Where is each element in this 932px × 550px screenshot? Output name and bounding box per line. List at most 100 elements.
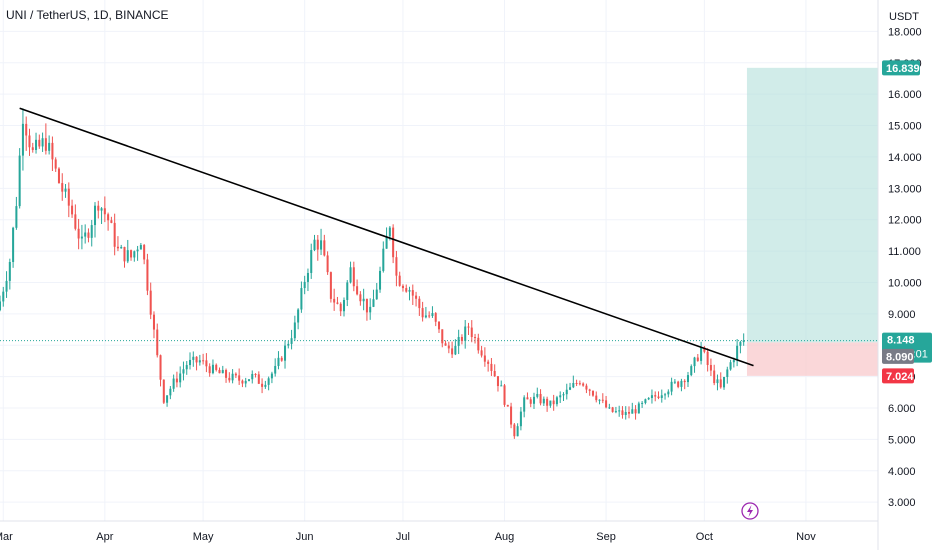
candle-body xyxy=(179,373,182,383)
candle xyxy=(572,375,575,389)
candle xyxy=(152,311,155,339)
candle xyxy=(221,365,224,374)
candle-body xyxy=(434,313,437,322)
candle-body xyxy=(552,400,555,405)
candle xyxy=(647,397,650,401)
candle xyxy=(356,279,359,296)
candle xyxy=(41,132,44,152)
candle xyxy=(31,142,34,153)
candle xyxy=(700,341,703,365)
candle xyxy=(208,363,211,377)
candle xyxy=(421,301,424,322)
y-tick-label: 11.000 xyxy=(888,246,921,258)
candle xyxy=(87,228,90,243)
candle xyxy=(113,213,116,256)
candle-body xyxy=(290,338,293,344)
candle-body xyxy=(126,250,129,262)
candle-body xyxy=(428,315,431,317)
candle-body xyxy=(238,375,241,381)
flash-icon[interactable] xyxy=(741,502,759,520)
currency-selector[interactable]: USDT xyxy=(889,11,919,23)
candle xyxy=(44,123,47,155)
candle-body xyxy=(578,383,581,385)
candle-body xyxy=(637,403,640,414)
candle xyxy=(215,363,218,372)
trendline[interactable] xyxy=(19,107,754,367)
candle-body xyxy=(74,214,77,229)
candle xyxy=(398,271,401,287)
candle-body xyxy=(349,267,352,283)
candle xyxy=(175,371,178,388)
candle-body xyxy=(706,351,709,366)
x-tick-label: Jul xyxy=(396,531,410,543)
candle xyxy=(706,348,709,372)
candle-body xyxy=(608,407,611,409)
candle xyxy=(650,389,653,404)
candle-body xyxy=(693,357,696,367)
candle xyxy=(621,406,624,419)
candle xyxy=(71,199,74,218)
candle xyxy=(382,241,385,273)
candle xyxy=(251,370,254,384)
price-axis[interactable]: 3.0004.0005.0006.0007.0008.0009.00010.00… xyxy=(888,26,922,509)
candle xyxy=(195,356,198,371)
y-tick-label: 14.000 xyxy=(888,152,922,164)
candle-body xyxy=(716,379,719,384)
candle-body xyxy=(405,288,408,292)
candle-body xyxy=(2,291,5,302)
candle-body xyxy=(205,360,208,367)
candle xyxy=(247,379,251,382)
candle xyxy=(284,340,287,369)
x-tick-label: Nov xyxy=(796,531,816,543)
candle-body xyxy=(395,257,398,276)
candle-body xyxy=(333,298,336,303)
symbol-title[interactable]: UNI / TetherUS, 1D, BINANCE xyxy=(6,8,169,22)
candle xyxy=(270,371,273,384)
candle xyxy=(64,184,67,198)
candle xyxy=(591,390,594,397)
candle xyxy=(166,395,169,407)
candle xyxy=(267,376,270,391)
candle-body xyxy=(421,308,424,318)
candle-body xyxy=(385,236,388,249)
candle xyxy=(349,261,352,284)
candle xyxy=(51,136,54,172)
candle-body xyxy=(650,395,653,399)
candle-body xyxy=(136,249,139,252)
candle xyxy=(660,389,663,403)
candle-body xyxy=(254,373,257,375)
candle xyxy=(516,423,519,437)
candle xyxy=(529,397,532,408)
candle-body xyxy=(231,373,234,381)
candle-body xyxy=(57,168,60,184)
candle-body xyxy=(601,399,604,401)
candle xyxy=(709,358,712,377)
candle xyxy=(346,280,349,307)
candle-body xyxy=(503,385,506,405)
candle-body xyxy=(71,205,74,215)
candle-body xyxy=(28,135,31,148)
candle xyxy=(418,296,421,316)
candle-body xyxy=(103,208,106,215)
candle xyxy=(552,394,555,411)
candle xyxy=(172,374,175,392)
candle-body xyxy=(454,345,457,355)
candle-body xyxy=(424,315,427,318)
candle-body xyxy=(12,227,15,262)
time-axis[interactable]: Mar Apr May Jun Jul Aug Sep Oct Nov xyxy=(0,531,816,543)
candle xyxy=(693,356,696,373)
candle-body xyxy=(595,395,598,401)
candle xyxy=(526,392,529,400)
candle-body xyxy=(21,123,24,156)
candle-body xyxy=(388,227,391,237)
candle xyxy=(231,369,234,384)
candle-body xyxy=(44,138,47,151)
candle xyxy=(611,406,614,413)
candle-series xyxy=(0,108,745,439)
candle-body xyxy=(591,390,594,396)
candle-body xyxy=(293,322,296,339)
candle xyxy=(225,368,228,383)
long-position-tool[interactable] xyxy=(746,67,878,376)
